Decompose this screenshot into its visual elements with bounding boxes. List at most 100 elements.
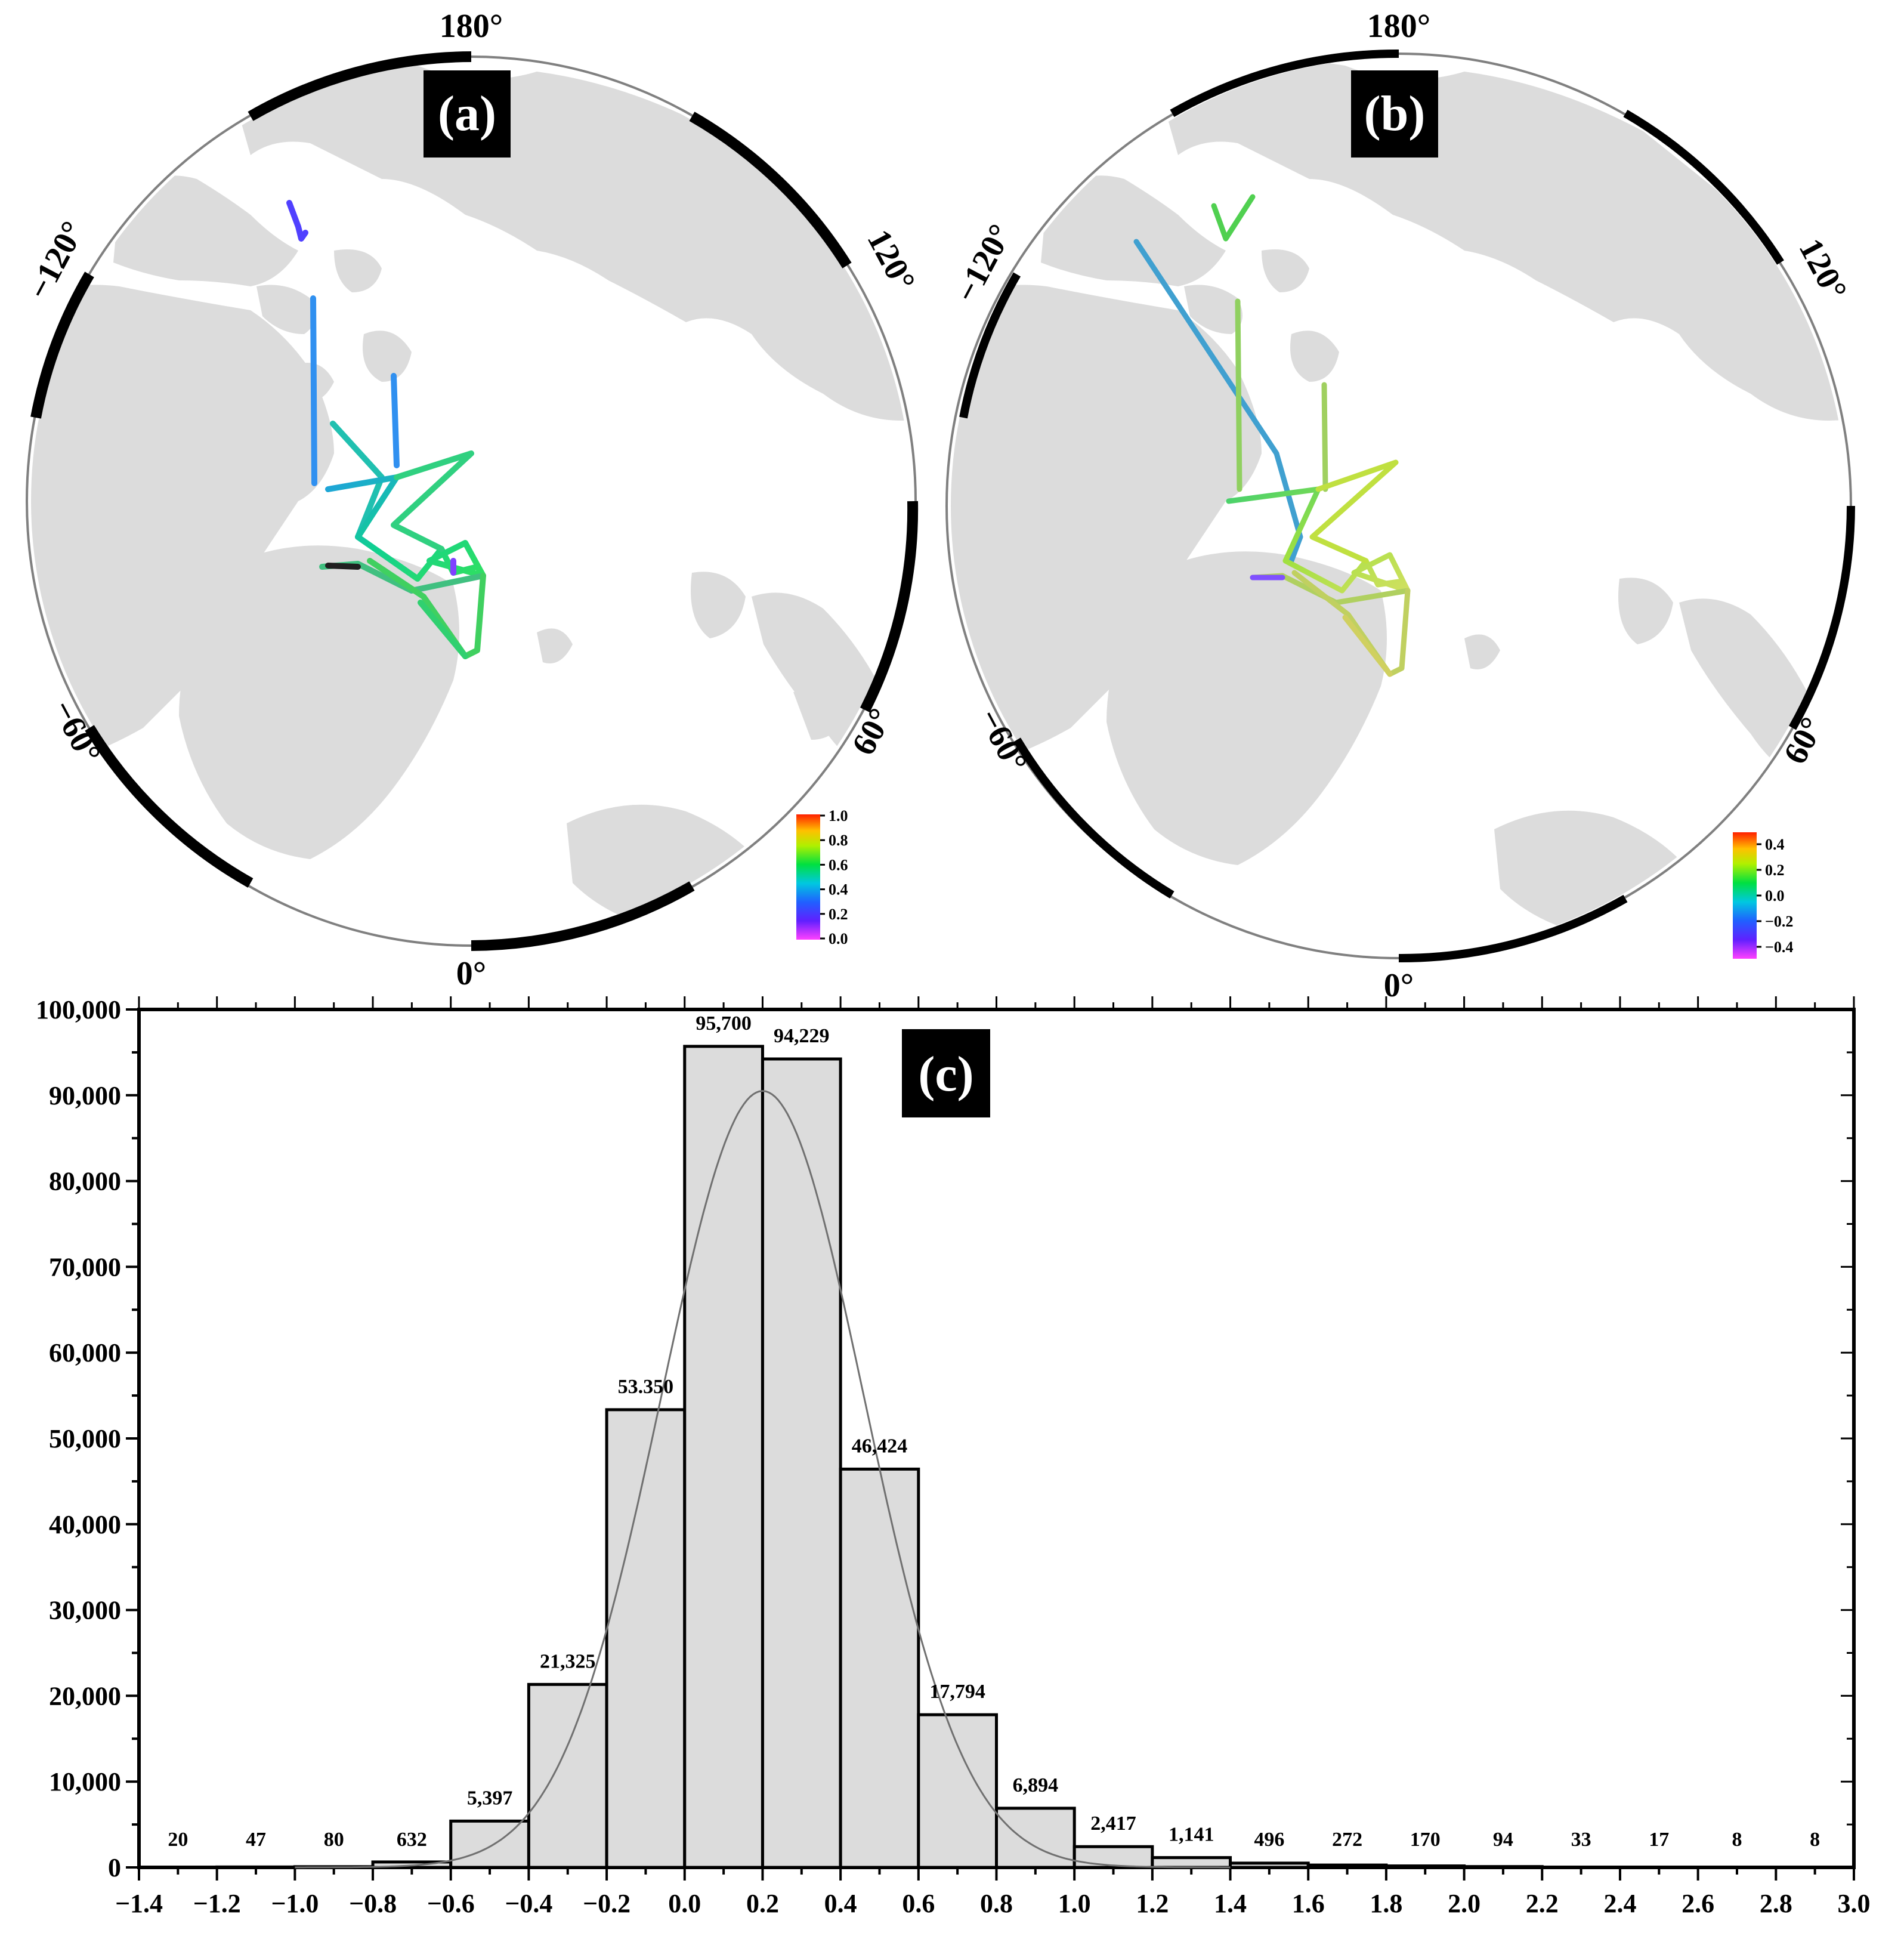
- histogram-bars: [215, 1045, 1544, 1869]
- histogram-bar-label: 80: [324, 1829, 344, 1851]
- y-tick-label: 0: [108, 1853, 121, 1882]
- x-tick-label: 1.2: [1136, 1889, 1169, 1918]
- colorbar-a-tick-label: 0.6: [829, 856, 848, 873]
- histogram-bar-label: 6,894: [1013, 1774, 1059, 1796]
- lon-label-b-top: 180°: [1367, 8, 1430, 45]
- colorbar-a-ticks: 1.0 0.8 0.6 0.4 0.2 0.0: [820, 807, 848, 947]
- histogram-bar-label: 94: [1493, 1829, 1513, 1851]
- normal-fit-curve: [295, 1090, 1231, 1869]
- histogram-bar: [605, 1408, 687, 1869]
- colorbar-a-tick-label: 0.2: [829, 906, 848, 923]
- histogram-bar: [1306, 1863, 1388, 1869]
- map-b-tracks: [1133, 194, 1411, 677]
- histogram-bar-label: 95,700: [696, 1012, 752, 1035]
- y-tick-label: 30,000: [49, 1596, 121, 1625]
- histogram-bar-label: 94,229: [774, 1025, 830, 1047]
- histogram-bar-label: 8: [1732, 1829, 1742, 1851]
- histogram-bar: [1384, 1864, 1466, 1869]
- y-tick-label: 20,000: [49, 1681, 121, 1710]
- map-a-frame: [30, 51, 919, 951]
- histogram-bar-label: 20: [168, 1829, 188, 1851]
- histogram-bar-label: 21,325: [540, 1650, 596, 1672]
- histogram-bar: [1151, 1856, 1232, 1869]
- x-tick-label: 3.0: [1838, 1889, 1871, 1918]
- histogram-bar: [761, 1057, 842, 1869]
- x-tick-label: 2.4: [1603, 1889, 1636, 1918]
- x-tick-label: 2.2: [1526, 1889, 1559, 1918]
- x-tick-label: −0.6: [427, 1889, 475, 1918]
- colorbar-a-tick-label: 1.0: [829, 807, 848, 825]
- x-tick-label: 1.6: [1292, 1889, 1325, 1918]
- x-tick-label: −1.0: [271, 1889, 319, 1918]
- colorbar-a: [796, 814, 820, 940]
- histogram-bar: [527, 1682, 608, 1869]
- colorbar-b-tick-label: −0.2: [1765, 913, 1793, 930]
- panel-b-label: (b): [1364, 86, 1426, 141]
- lon-label-a-top: 180°: [440, 8, 503, 45]
- histogram-bar-label: 17: [1649, 1829, 1669, 1851]
- y-tick-label: 10,000: [49, 1767, 121, 1796]
- x-tick-label: 0.0: [668, 1889, 701, 1918]
- histogram-bar: [683, 1045, 764, 1869]
- panel-b-map: 0.40.20.0−0.2−0.4 (b) 180° −120° 120° −6…: [945, 8, 1855, 1004]
- x-tick-label: 0.4: [824, 1889, 857, 1918]
- colorbar-b-tick-label: 0.4: [1765, 836, 1785, 853]
- histogram-bar-label: 47: [246, 1829, 266, 1851]
- histogram-bar: [1072, 1845, 1154, 1869]
- x-tick-label: −0.4: [505, 1889, 552, 1918]
- colorbar-b-tick-label: 0.0: [1765, 887, 1785, 904]
- panel-a-label: (a): [438, 86, 496, 141]
- colorbar-a-tick-label: 0.0: [829, 930, 848, 947]
- map-a-tracks: [286, 200, 486, 659]
- y-tick-label: 90,000: [49, 1081, 121, 1110]
- panel-a-map: 1.00.80.60.40.20.0 (a) 180° −120° 120° −…: [20, 8, 923, 992]
- colorbar-a-tick-label: 0.4: [829, 881, 848, 898]
- x-tick-label: 2.6: [1682, 1889, 1714, 1918]
- histogram-bar-label: 496: [1254, 1829, 1284, 1851]
- lon-label-a-bottom: 0°: [456, 955, 486, 992]
- x-tick-label: 1.0: [1058, 1889, 1091, 1918]
- x-tick-label: −0.2: [583, 1889, 630, 1918]
- lon-label-a-right: 120°: [860, 224, 923, 297]
- y-tick-label: 70,000: [49, 1252, 121, 1282]
- panel-c-histogram: 20 47 80 6325,39721,32553.35095,70094,22946…: [36, 995, 1871, 1918]
- colorbar-b-tick-label: −0.4: [1765, 938, 1793, 956]
- histogram-bar-label: 2,417: [1090, 1813, 1136, 1835]
- histogram-bar-label: 1,141: [1169, 1824, 1214, 1846]
- colorbar-b-tick-label: 0.2: [1765, 862, 1785, 879]
- panel-c-label-box: [902, 1029, 990, 1117]
- histogram-bar-label: 8: [1810, 1829, 1820, 1851]
- map-b-frame: [959, 49, 1855, 963]
- y-tick-label: 100,000: [36, 995, 121, 1024]
- histogram-bar: [1229, 1861, 1310, 1869]
- histogram-bar-label: 272: [1332, 1829, 1362, 1851]
- histogram-bar-label: 53.350: [618, 1376, 674, 1398]
- lon-label-b-bottom: 0°: [1384, 967, 1414, 1004]
- histogram-x-tick-labels: −1.4 −1.2 −1.0 −0.8 −0.6 −0.4 −0.2 0.0 0.2 0.4 0.6…: [115, 1889, 1871, 1918]
- histogram-bar-label: 5,397: [467, 1787, 513, 1809]
- x-tick-label: 0.6: [902, 1889, 935, 1918]
- x-tick-label: −0.8: [349, 1889, 397, 1918]
- x-tick-label: −1.2: [193, 1889, 241, 1918]
- histogram-bar: [917, 1713, 999, 1869]
- histogram-bar: [449, 1819, 530, 1869]
- x-tick-label: 1.8: [1370, 1889, 1402, 1918]
- histogram-bar-label: 632: [397, 1829, 427, 1851]
- histogram-bar-label: 46,424: [852, 1435, 908, 1457]
- panel-a-label-box: [424, 70, 511, 158]
- histogram-bar-label: 33: [1571, 1829, 1591, 1851]
- map-a-land: [31, 61, 911, 931]
- x-tick-label: 0.8: [980, 1889, 1013, 1918]
- histogram-bar: [839, 1467, 920, 1869]
- y-tick-label: 40,000: [49, 1510, 121, 1539]
- y-tick-label: 50,000: [49, 1424, 121, 1453]
- colorbar-b: [1733, 832, 1757, 959]
- colorbar-b-ticks: 0.4 0.2 0.0 −0.2 −0.4: [1757, 836, 1793, 956]
- y-tick-label: 60,000: [49, 1338, 121, 1367]
- lon-label-b-right: 120°: [1792, 233, 1854, 306]
- x-tick-label: 2.8: [1760, 1889, 1792, 1918]
- histogram-bar-labels: 20 47 80 632 5,397 21,325 53.350 95,700 94,229 46…: [168, 1012, 1820, 1851]
- colorbar-a-tick-label: 0.8: [829, 832, 848, 849]
- panel-b-label-box: [1351, 70, 1438, 158]
